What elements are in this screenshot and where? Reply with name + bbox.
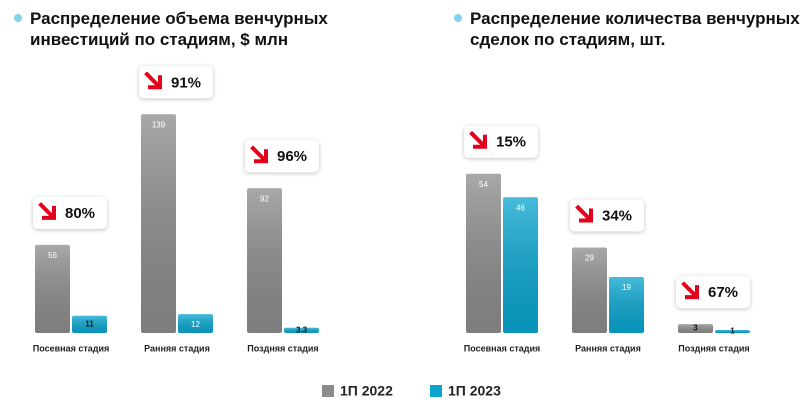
bar-shade [178, 314, 213, 333]
legend-swatch [322, 385, 334, 397]
value-label: 12 [191, 320, 200, 329]
x-tick-label: Ранняя стадия [575, 343, 641, 353]
down-arrow [250, 145, 268, 164]
badge-box [139, 66, 213, 99]
value-label: 54 [479, 180, 488, 189]
chart-title: Распределение количества венчурных сдело… [452, 8, 800, 50]
value-label: 19 [622, 283, 631, 292]
x-tick-label: Ранняя стадия [144, 343, 210, 353]
legend-label: 1П 2022 [340, 383, 393, 399]
decline-badge: 15% [464, 125, 538, 158]
annotation: 15% [496, 134, 526, 151]
decline-badge: 67% [676, 276, 750, 309]
down-arrow [681, 281, 699, 300]
annotation: 67% [708, 284, 738, 301]
badge-box [33, 196, 107, 229]
value-label: 46 [516, 203, 525, 212]
value-label: 3.3 [296, 326, 308, 335]
badge-box [676, 276, 750, 309]
annotation: 80% [65, 205, 95, 222]
badge-box [570, 199, 644, 232]
down-arrow [575, 204, 593, 223]
down-arrow [144, 71, 162, 90]
bar-shade [284, 327, 319, 333]
value-label: 92 [260, 194, 269, 203]
x-tick-label: Поздняя стадия [678, 343, 749, 353]
x-tick-label: Поздняя стадия [247, 343, 318, 353]
decline-badge: 96% [245, 140, 319, 173]
down-arrow [38, 202, 56, 220]
chart-title: Распределение объема венчурных инвестици… [12, 8, 400, 50]
value-label: 139 [152, 120, 166, 129]
value-label: 1 [730, 327, 735, 336]
value-label: 29 [585, 254, 594, 263]
bar-shade [141, 114, 176, 333]
legend-swatch [430, 385, 442, 397]
bar-shade [72, 315, 107, 333]
bar-shade [35, 244, 70, 333]
badge-box [245, 140, 319, 173]
value-label: 3 [693, 324, 698, 333]
value-label: 56 [48, 251, 57, 260]
value-label: 11 [85, 319, 94, 328]
decline-badge: 80% [33, 196, 107, 229]
annotation: 91% [171, 74, 201, 91]
legend-label: 1П 2023 [448, 383, 501, 399]
x-tick-label: Посевная стадия [464, 343, 541, 353]
badge-box [464, 125, 538, 158]
bar-shade [247, 188, 282, 333]
decline-badge: 34% [570, 199, 644, 232]
bar-shade [466, 173, 501, 333]
x-tick-label: Посевная стадия [33, 343, 110, 353]
decline-badge: 91% [139, 66, 213, 99]
annotation: 34% [602, 207, 632, 224]
down-arrow [469, 130, 487, 149]
bar-shade [572, 247, 607, 333]
bar-shade [715, 330, 750, 333]
bar-shade [678, 324, 713, 333]
bar-shade [609, 276, 644, 333]
bar-shade [503, 197, 538, 333]
annotation: 96% [277, 148, 307, 165]
